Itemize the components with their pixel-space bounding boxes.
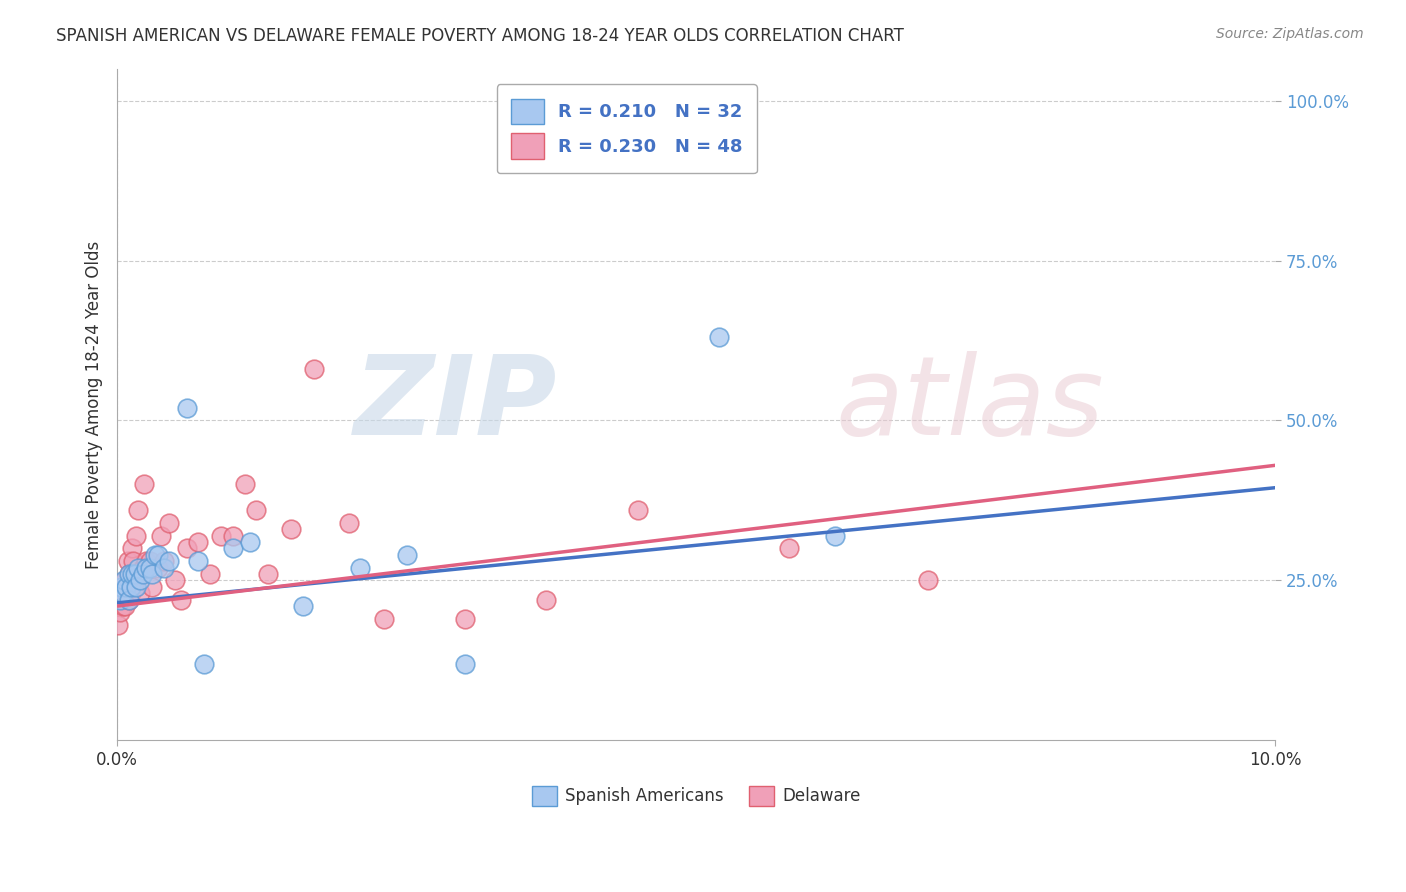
Point [534,592,557,607]
Point [125,574,148,588]
Point [135,560,157,574]
Point [112,574,135,588]
Point [118,592,141,607]
Point [131,560,153,574]
Point [141,580,163,594]
Point [125,580,148,594]
Point [209,529,232,543]
Point [146,560,169,574]
Point [453,657,475,671]
Point [165,574,187,588]
Point [110,592,132,607]
Point [152,554,174,568]
Point [132,477,155,491]
Point [709,330,731,344]
Point [373,612,395,626]
Point [627,503,650,517]
Point [120,586,142,600]
Point [121,567,143,582]
Point [138,554,160,568]
Point [222,529,245,543]
Point [115,580,138,594]
Point [280,522,302,536]
Point [111,586,134,600]
Point [127,503,149,517]
Point [124,580,146,594]
Point [157,554,180,568]
Point [111,592,134,607]
Point [233,477,256,491]
Point [187,535,209,549]
Point [198,567,221,582]
Point [122,554,145,568]
Point [302,362,325,376]
Text: atlas: atlas [835,351,1104,458]
Point [108,592,131,607]
Point [193,657,215,671]
Point [129,586,152,600]
Point [176,401,198,415]
Point [121,541,143,556]
Point [157,516,180,530]
Text: Source: ZipAtlas.com: Source: ZipAtlas.com [1216,27,1364,41]
Text: SPANISH AMERICAN VS DELAWARE FEMALE POVERTY AMONG 18-24 YEAR OLDS CORRELATION CH: SPANISH AMERICAN VS DELAWARE FEMALE POVE… [56,27,904,45]
Point [337,516,360,530]
Point [141,567,163,582]
Point [222,541,245,556]
Point [395,548,418,562]
Point [152,560,174,574]
Y-axis label: Female Poverty Among 18-24 Year Olds: Female Poverty Among 18-24 Year Olds [86,240,103,568]
Point [170,592,193,607]
Point [120,580,142,594]
Point [124,567,146,582]
Point [176,541,198,556]
Point [110,580,132,594]
Point [239,535,262,549]
Point [150,529,173,543]
Point [118,592,141,607]
Point [256,567,278,582]
Point [824,529,846,543]
Point [131,567,153,582]
Point [118,567,141,582]
Point [111,599,134,613]
Point [146,548,169,562]
Point [917,574,939,588]
Point [245,503,267,517]
Point [115,586,138,600]
Point [778,541,800,556]
Point [127,560,149,574]
Point [117,554,139,568]
Point [135,554,157,568]
Legend: Spanish Americans, Delaware: Spanish Americans, Delaware [526,779,868,813]
Point [108,606,131,620]
Point [112,580,135,594]
Point [118,567,141,582]
Point [187,554,209,568]
Point [291,599,314,613]
Point [129,574,152,588]
Point [145,548,167,562]
Point [138,560,160,574]
Point [114,574,136,588]
Point [107,618,129,632]
Point [125,529,148,543]
Point [453,612,475,626]
Text: ZIP: ZIP [354,351,557,458]
Point [349,560,371,574]
Point [114,599,136,613]
